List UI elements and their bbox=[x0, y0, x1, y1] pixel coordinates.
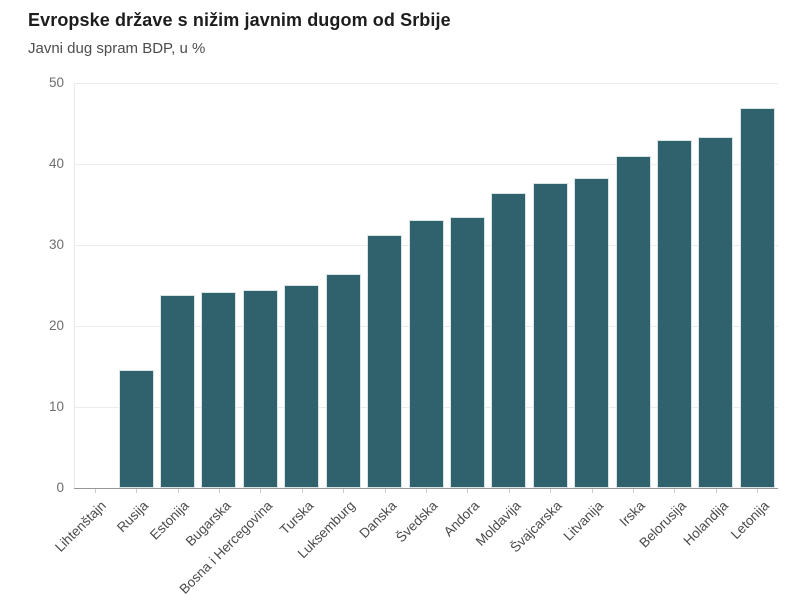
x-tick-letonija bbox=[757, 488, 759, 493]
y-tick-label-30: 30 bbox=[48, 237, 64, 252]
bar-rusija bbox=[118, 369, 154, 488]
plot-area bbox=[74, 82, 778, 493]
y-tick-label-10: 10 bbox=[48, 399, 64, 414]
x-tick-lihten-tajn bbox=[94, 488, 96, 493]
x-label-lihten-tajn: Lihtenštajn bbox=[52, 498, 110, 555]
bar-holandija bbox=[698, 137, 734, 488]
x-tick-belorusija bbox=[674, 488, 676, 493]
x-tick-moldavija bbox=[508, 488, 510, 493]
gridline-40 bbox=[74, 163, 778, 165]
bar-irska bbox=[615, 155, 651, 488]
bar-belorusija bbox=[656, 139, 692, 488]
x-tick-estonija bbox=[177, 488, 179, 493]
x-tick-litvanija bbox=[591, 488, 593, 493]
chart-subtitle: Javni dug spram BDP, u % bbox=[28, 40, 206, 57]
gridline-0 bbox=[74, 487, 778, 489]
x-label-holandija: Holandija bbox=[680, 498, 731, 549]
x-tick-irska bbox=[633, 488, 635, 493]
y-tick-label-0: 0 bbox=[56, 480, 64, 495]
x-label-litvanija: Litvanija bbox=[560, 498, 607, 544]
chart-title: Evropske države s nižim javnim dugom od … bbox=[28, 10, 451, 30]
bar-andora bbox=[449, 217, 485, 488]
bar-danska bbox=[367, 235, 403, 488]
y-tick-label-20: 20 bbox=[48, 318, 64, 333]
x-tick-danska bbox=[384, 488, 386, 493]
x-label-andora: Andora bbox=[440, 498, 483, 540]
bar-moldavija bbox=[491, 193, 527, 488]
y-tick-label-40: 40 bbox=[48, 156, 64, 171]
bar-luksemburg bbox=[325, 274, 361, 488]
bar-litvanija bbox=[574, 177, 610, 488]
x-tick-andora bbox=[467, 488, 469, 493]
bar-estonija bbox=[160, 295, 196, 488]
bar-letonija bbox=[739, 108, 775, 488]
bar-turska bbox=[284, 284, 320, 488]
x-tick-luksemburg bbox=[343, 488, 345, 493]
x-tick-bosna-i-hercegovina bbox=[260, 488, 262, 493]
x-tick-rusija bbox=[136, 488, 138, 493]
x-label-turska: Turska bbox=[276, 498, 317, 538]
bar--vedska bbox=[408, 219, 444, 488]
y-axis-line bbox=[74, 83, 75, 488]
x-tick-turska bbox=[301, 488, 303, 493]
x-label-letonija: Letonija bbox=[727, 498, 772, 543]
y-tick-label-50: 50 bbox=[48, 75, 64, 90]
x-tick--vajcarska bbox=[550, 488, 552, 493]
x-tick--vedska bbox=[426, 488, 427, 493]
bar-bosna-i-hercegovina bbox=[242, 290, 278, 488]
bar-bugarska bbox=[201, 291, 237, 488]
x-label-rusija: Rusija bbox=[113, 498, 151, 536]
x-tick-bugarska bbox=[218, 488, 220, 493]
bar--vajcarska bbox=[532, 182, 568, 488]
x-tick-holandija bbox=[715, 488, 717, 493]
x-label-irska: Irska bbox=[616, 498, 648, 530]
x-label--vedska: Švedska bbox=[393, 498, 441, 546]
gridline-50 bbox=[74, 82, 778, 84]
